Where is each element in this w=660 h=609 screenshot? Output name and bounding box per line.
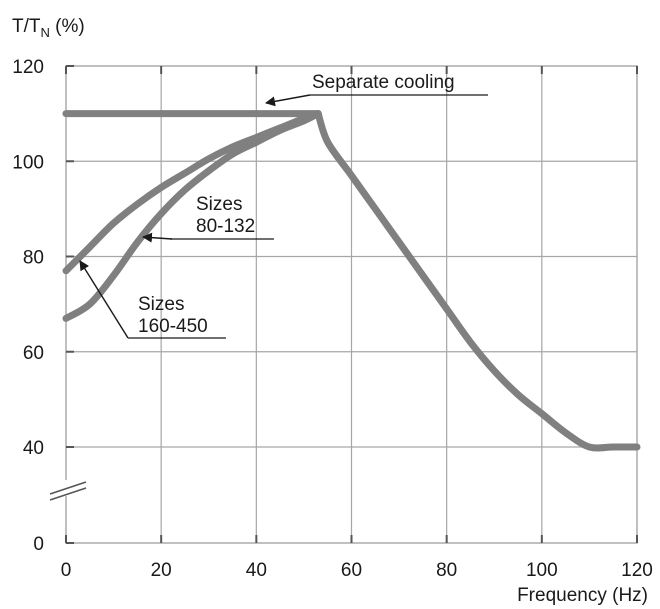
sizes-80-arrow	[142, 232, 173, 243]
x-tick-label-5: 100	[526, 560, 558, 581]
annotations: Separate cooling Sizes 80-132 Sizes 160-…	[79, 72, 488, 339]
x-tick-label-3: 60	[341, 560, 362, 581]
tick-labels: 0 20 40 60 80 100 120 0 40 60 80 100 120	[12, 57, 653, 581]
axis-break-mark-2	[49, 487, 87, 501]
x-tick-label-1: 20	[151, 560, 172, 581]
series-2-line	[62, 110, 322, 322]
x-tick-label-6: 120	[621, 560, 653, 581]
x-tick-label-4: 80	[436, 560, 457, 581]
sizes-160-label-line2: 160-450	[138, 316, 208, 337]
y-tick-label-4: 100	[12, 152, 44, 173]
series-1-line	[62, 110, 322, 275]
y-tick-label-3: 80	[23, 248, 44, 269]
y-axis-title: T/TN (%)	[12, 16, 85, 40]
separate-cooling-arrow	[265, 94, 311, 107]
x-tick-label-2: 40	[246, 560, 267, 581]
x-axis-title: Frequency (Hz)	[517, 585, 648, 606]
y-tick-label-1: 40	[23, 438, 44, 459]
series-3-line	[314, 110, 641, 452]
plot-frame	[65, 65, 638, 544]
sizes-80-label-line1: Sizes	[196, 194, 242, 215]
sizes-80-label-line2: 80-132	[196, 216, 255, 237]
separate-cooling-label: Separate cooling	[312, 72, 455, 93]
axis-break	[40, 480, 100, 501]
y-tick-label-2: 60	[23, 343, 44, 364]
axis-break-mark-1	[49, 481, 87, 495]
sizes-160-label-line1: Sizes	[138, 294, 184, 315]
x-tick-label-0: 0	[61, 560, 72, 581]
y-tick-label-5: 120	[12, 57, 44, 78]
curves	[62, 110, 641, 452]
sizes-160-arrow	[79, 260, 129, 339]
y-tick-label-0: 0	[33, 534, 44, 555]
